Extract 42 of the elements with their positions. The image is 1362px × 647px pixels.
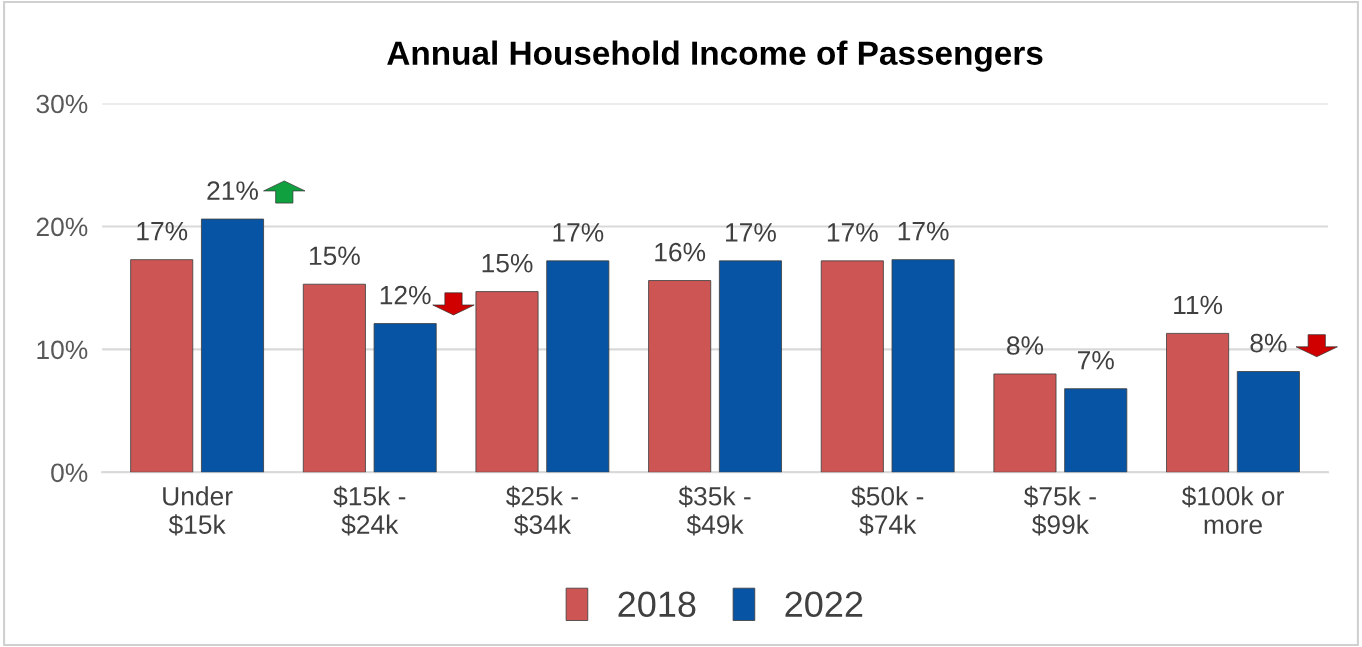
data-label: 17% (827, 223, 878, 242)
y-tick-label: 30% (36, 94, 88, 114)
data-label: 15% (309, 246, 360, 266)
x-tick-label: Under $15k (163, 486, 233, 536)
y-tick-label: 10% (37, 340, 88, 360)
bar (302, 283, 366, 473)
y-tick-label: 20% (36, 217, 88, 237)
y-tick-label: 0% (51, 463, 88, 483)
data-label: 12% (380, 285, 431, 305)
data-label: 21% (207, 181, 258, 200)
bar (820, 260, 884, 473)
data-label: 8% (1250, 333, 1287, 353)
bar (1166, 332, 1230, 473)
data-label: 17% (726, 223, 776, 242)
data-label: 16% (655, 242, 706, 262)
bar (648, 280, 712, 473)
bar (130, 259, 194, 473)
bar (201, 218, 264, 473)
bar (373, 323, 437, 473)
legend-label: 2022 (785, 591, 863, 618)
legend-label: 2018 (618, 591, 696, 618)
x-tick-label: $35k - $49k (678, 485, 751, 536)
x-tick-label: $15k - $24k (333, 485, 406, 536)
data-label: 7% (1078, 351, 1114, 370)
data-label: 17% (553, 223, 604, 242)
bar (1064, 388, 1128, 473)
bar (546, 260, 610, 473)
bar (891, 259, 955, 473)
data-label: 11% (1174, 295, 1223, 315)
bar (475, 291, 539, 473)
x-tick-label: $50k - $74k (851, 485, 924, 536)
chart-title: Annual Household Income of Passengers (387, 40, 1043, 72)
data-label: 8% (1007, 336, 1044, 355)
bar (1236, 371, 1300, 473)
data-label: 17% (137, 221, 188, 241)
data-label: 17% (898, 221, 949, 241)
x-tick-label: $25k - $34k (506, 485, 578, 536)
data-label: 15% (482, 253, 533, 273)
x-tick-label: $100k or more (1181, 485, 1284, 535)
bar (993, 373, 1057, 473)
bar (718, 260, 782, 473)
x-tick-label: $75k - $99k (1023, 485, 1096, 536)
